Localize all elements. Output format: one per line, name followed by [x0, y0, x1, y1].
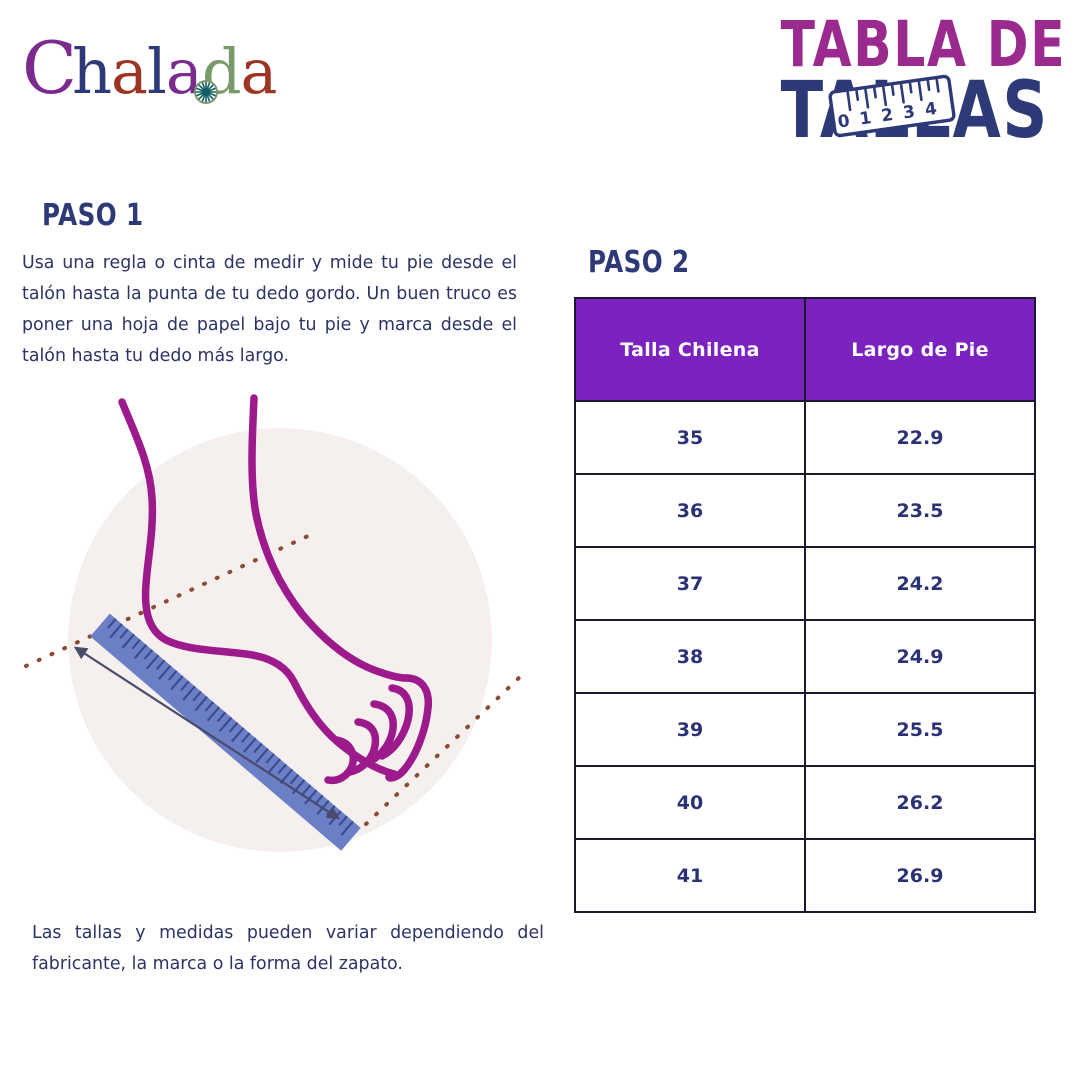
cell-largo: 23.5 [804, 473, 1036, 548]
table-row: 38 24.9 [574, 619, 1036, 694]
foot-outline [118, 394, 433, 785]
ruler-badge-icon: 0 1 2 3 4 [828, 74, 956, 138]
cell-talla: 37 [574, 546, 806, 621]
logo-letter-l: l [147, 35, 167, 108]
foot-measurement-illustration [24, 394, 525, 852]
logo-letter-a1: a [111, 35, 148, 108]
ruler-mark-3: 3 [902, 102, 917, 123]
step2-heading: PASO 2 [588, 245, 690, 280]
disclaimer-text: Las tallas y medidas pueden variar depen… [32, 923, 544, 974]
table-row: 39 25.5 [574, 692, 1036, 767]
brand-logo: Chalada [22, 24, 322, 112]
table-row: 41 26.9 [574, 838, 1036, 913]
ruler-mark-4: 4 [924, 99, 939, 120]
table-header-row: Talla Chilena Largo de Pie [574, 297, 1036, 402]
measurement-arrow [73, 646, 341, 820]
ruler-mark-1: 1 [858, 108, 873, 129]
cell-largo: 26.2 [804, 765, 1036, 840]
logo-letter-a3: a [240, 35, 278, 108]
ruler-mark-0: 0 [836, 111, 851, 132]
step1-heading: PASO 1 [42, 198, 144, 233]
flower-icon [194, 80, 218, 104]
heel-guide-line [24, 534, 310, 668]
column-header-talla-chilena: Talla Chilena [574, 297, 806, 402]
cell-talla: 38 [574, 619, 806, 694]
cell-largo: 24.2 [804, 546, 1036, 621]
column-header-largo-de-pie: Largo de Pie [804, 297, 1036, 402]
cell-talla: 36 [574, 473, 806, 548]
table-row: 35 22.9 [574, 400, 1036, 475]
title-line-tabla-de: TABLA DE [780, 8, 1067, 81]
table-row: 36 23.5 [574, 473, 1036, 548]
logo-letter-c: C [22, 26, 77, 110]
table-row: 37 24.2 [574, 546, 1036, 621]
cell-largo: 26.9 [804, 838, 1036, 913]
cell-largo: 24.9 [804, 619, 1036, 694]
step1-body-text: Usa una regla o cinta de medir y mide tu… [22, 253, 517, 366]
ruler-mark-2: 2 [880, 105, 895, 126]
cell-talla: 40 [574, 765, 806, 840]
brand-logo-text: Chalada [22, 24, 322, 116]
toe-guide-line [364, 672, 525, 826]
cell-talla: 41 [574, 838, 806, 913]
title-block: TABLA DE TALLAS 0 1 2 3 4 [752, 8, 1067, 183]
table-row: 40 26.2 [574, 765, 1036, 840]
cell-talla: 35 [574, 400, 806, 475]
cell-talla: 39 [574, 692, 806, 767]
cell-largo: 25.5 [804, 692, 1036, 767]
logo-letter-h: h [72, 35, 112, 108]
size-chart-table: Talla Chilena Largo de Pie 35 22.9 36 23… [574, 297, 1036, 913]
cell-largo: 22.9 [804, 400, 1036, 475]
